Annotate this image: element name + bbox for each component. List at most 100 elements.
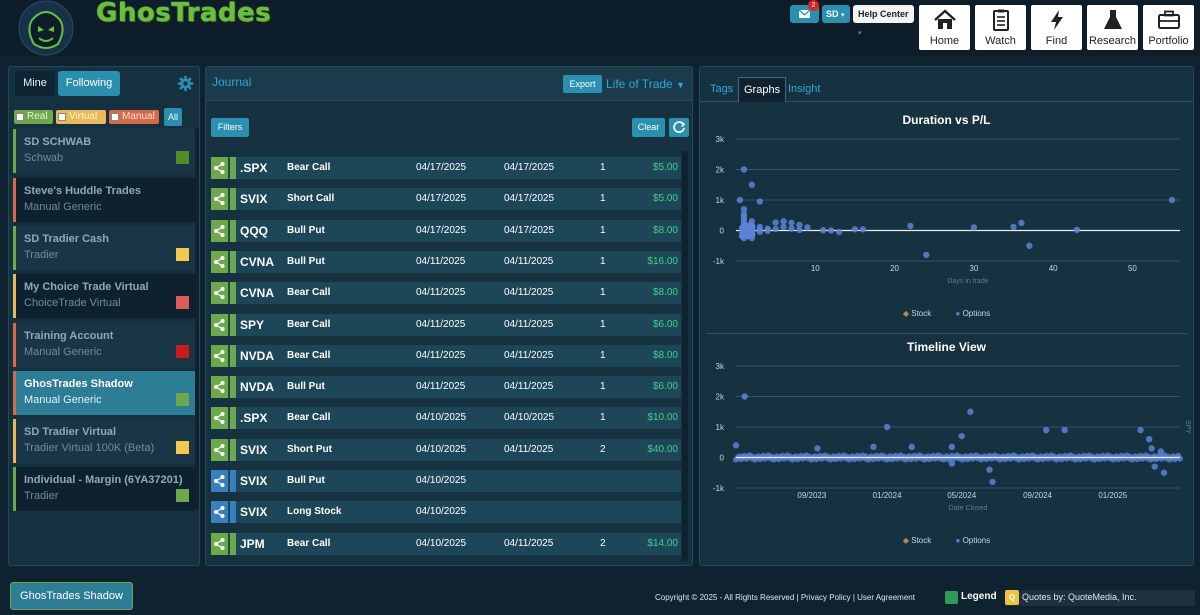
account-item[interactable]: Individual - Margin (6YA37201) Tradier xyxy=(13,467,195,511)
trade-status-bar xyxy=(230,501,236,524)
data-point xyxy=(908,443,915,451)
view-mode-dropdown[interactable]: Life of Trade ▼ xyxy=(606,77,685,91)
export-button[interactable]: Export xyxy=(563,75,602,93)
filter-real-checkbox[interactable]: Real xyxy=(14,110,53,124)
filter-virtual-checkbox[interactable]: Virtual xyxy=(56,110,106,124)
trade-row[interactable]: JPM Bear Call 04/10/2025 04/11/2025 2 $14.00 xyxy=(211,532,681,555)
data-point xyxy=(967,408,974,415)
data-point xyxy=(772,219,779,226)
data-point xyxy=(820,226,827,234)
tab-tags[interactable]: Tags xyxy=(710,83,734,95)
tab-graphs[interactable]: Graphs xyxy=(738,77,787,102)
y-tick-label: 0 xyxy=(720,227,725,236)
share-icon[interactable] xyxy=(211,250,228,273)
data-point xyxy=(1151,463,1158,470)
trade-close-date: 04/10/2025 xyxy=(504,412,555,424)
share-icon[interactable] xyxy=(211,157,228,179)
help-center-dropdown[interactable]: Help Center ▾ xyxy=(853,5,914,37)
data-point xyxy=(1018,219,1025,227)
share-icon[interactable] xyxy=(211,313,228,336)
nav-find-button[interactable]: Find xyxy=(1031,5,1082,50)
trade-strategy: Long Stock xyxy=(287,506,342,518)
account-item[interactable]: SD Tradier Cash Tradier xyxy=(13,226,195,270)
tab-mine[interactable]: Mine xyxy=(15,71,55,96)
share-icon[interactable] xyxy=(211,407,228,430)
trade-status-bar xyxy=(230,188,236,211)
account-item[interactable]: GhosTrades Shadow Manual Generic xyxy=(13,371,195,415)
y-tick-label: 3k xyxy=(716,135,725,144)
trade-close-date: 04/11/2025 xyxy=(504,318,554,330)
trade-close-date: 04/17/2025 xyxy=(504,193,555,205)
legend-button[interactable]: Legend xyxy=(945,590,999,605)
clear-button[interactable]: Clear xyxy=(632,118,665,137)
share-icon[interactable] xyxy=(211,532,228,555)
share-icon[interactable] xyxy=(211,219,228,242)
nav-research-button[interactable]: Research xyxy=(1087,5,1138,50)
trade-quantity: 1 xyxy=(600,193,606,205)
trade-close-date: 04/17/2025 xyxy=(504,162,555,173)
trade-open-date: 04/17/2025 xyxy=(416,162,467,173)
filter-all-button[interactable]: All xyxy=(164,108,182,126)
trade-row[interactable]: SVIX Bull Put 04/10/2025 xyxy=(211,470,681,492)
trade-row[interactable]: .SPX Bear Call 04/10/2025 04/10/2025 1 $10.00 xyxy=(211,407,681,430)
active-account-button[interactable]: GhosTrades Shadow xyxy=(10,582,133,610)
footer-copyright[interactable]: Copyright © 2025 - All Rights Reserved |… xyxy=(655,593,915,602)
trade-row[interactable]: SVIX Short Put 04/10/2025 04/11/2025 2 $40.00 xyxy=(211,438,681,461)
trade-quantity: 1 xyxy=(600,287,606,299)
filters-button[interactable]: Filters xyxy=(211,118,249,137)
nav-watch-button[interactable]: Watch xyxy=(975,5,1026,50)
nav-watch-label: Watch xyxy=(985,35,1016,47)
lightning-icon xyxy=(1050,10,1063,30)
ghost-logo-icon[interactable] xyxy=(18,0,74,56)
account-list-scrollbar[interactable] xyxy=(195,129,199,509)
account-color-swatch xyxy=(176,151,189,164)
trade-row[interactable]: .SPX Bear Call 04/17/2025 04/17/2025 1 $5.00 xyxy=(211,157,681,179)
trade-strategy: Short Call xyxy=(287,193,335,205)
account-item[interactable]: Training Account Manual Generic xyxy=(13,323,195,367)
trade-row[interactable]: QQQ Bull Put 04/17/2025 04/17/2025 1 $8.00 xyxy=(211,219,681,242)
x-tick-label: 05/2024 xyxy=(947,491,976,500)
x-axis-label: Days in trade xyxy=(947,278,988,285)
data-point xyxy=(756,198,763,205)
data-point xyxy=(796,226,803,234)
refresh-button[interactable] xyxy=(669,118,689,137)
share-icon[interactable] xyxy=(211,188,228,211)
tab-insight[interactable]: Insight xyxy=(788,83,821,95)
nav-portfolio-button[interactable]: Portfolio xyxy=(1143,5,1194,50)
account-name: SD Tradier Cash xyxy=(24,233,109,245)
share-icon[interactable] xyxy=(211,501,228,524)
clipboard-icon xyxy=(992,9,1009,31)
data-point xyxy=(749,227,756,234)
filter-manual-checkbox[interactable]: Manual xyxy=(109,110,159,124)
account-type: Manual Generic xyxy=(24,346,102,358)
account-item[interactable]: My Choice Trade Virtual ChoiceTrade Virtu… xyxy=(13,274,195,318)
trade-row[interactable]: NVDA Bull Put 04/11/2025 04/11/2025 1 $6.00 xyxy=(211,376,681,399)
user-menu-button[interactable]: SD ▾ xyxy=(822,5,850,23)
quotes-attribution[interactable]: Q Quotes by: QuoteMedia, Inc. xyxy=(1005,590,1195,606)
share-icon[interactable] xyxy=(211,376,228,399)
share-icon[interactable] xyxy=(211,344,228,367)
timeline-view-chart: 3k 2k 1k 0 -1k 09/2023 01/2024 05/2024 09/2024 01… xyxy=(713,362,1191,512)
trade-row[interactable]: SVIX Long Stock 04/10/2025 xyxy=(211,501,681,524)
trade-row[interactable]: NVDA Bear Call 04/11/2025 04/11/2025 1 $8.00 xyxy=(211,344,681,367)
data-point xyxy=(859,226,867,233)
tab-following[interactable]: Following xyxy=(58,71,120,96)
caret-down-icon: ▼ xyxy=(676,80,685,90)
share-icon[interactable] xyxy=(211,282,228,305)
share-icon[interactable] xyxy=(211,438,228,461)
trade-row[interactable]: CVNA Bear Call 04/11/2025 04/11/2025 1 $8.00 xyxy=(211,282,681,305)
account-item[interactable]: Steve's Huddle Trades Manual Generic xyxy=(13,178,195,222)
trade-list-scrollbar[interactable] xyxy=(682,151,688,561)
stock-legend-label: Stock xyxy=(911,309,932,318)
y-tick-label: 1k xyxy=(716,196,725,205)
trade-row[interactable]: SPY Bear Call 04/11/2025 04/11/2025 1 $6.00 xyxy=(211,313,681,336)
trade-row[interactable]: CVNA Bull Put 04/11/2025 04/11/2025 1 $16.00 xyxy=(211,250,681,273)
share-icon[interactable] xyxy=(211,470,228,492)
nav-home-button[interactable]: Home xyxy=(919,5,970,50)
account-item[interactable]: SD Tradier Virtual Tradier Virtual 100K (… xyxy=(13,419,195,463)
account-item[interactable]: SD SCHWAB Schwab xyxy=(13,129,195,173)
gear-icon[interactable] xyxy=(177,75,194,92)
data-point xyxy=(827,227,835,234)
envelope-icon xyxy=(798,9,811,18)
trade-row[interactable]: SVIX Short Call 04/17/2025 04/17/2025 1 $5.00 xyxy=(211,188,681,211)
